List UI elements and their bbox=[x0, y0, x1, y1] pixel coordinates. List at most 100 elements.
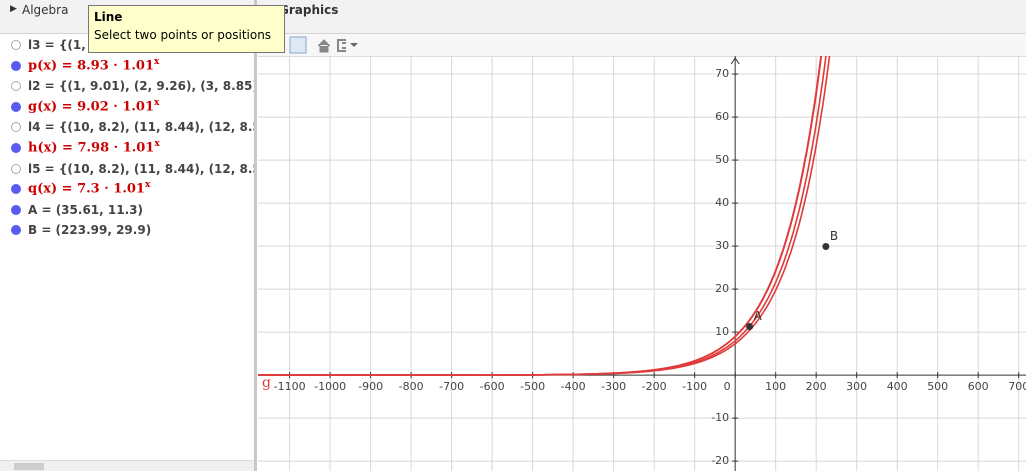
item-text: p(x) = 8.93 · 1.01x bbox=[28, 57, 159, 73]
visibility-on[interactable] bbox=[11, 60, 21, 71]
item-text: q(x) = 7.3 · 1.01x bbox=[28, 180, 150, 196]
algebra-view: ▶ Algebra l3 = {(1, p(x) = 8.93 · 1.01x l2… bbox=[0, 0, 257, 471]
algebra-item[interactable]: q(x) = 7.3 · 1.01x bbox=[0, 179, 254, 199]
item-label: A = (35.61, 11.3) bbox=[28, 202, 143, 217]
y-tick-label: -20 bbox=[711, 454, 729, 467]
x-tick-label: -700 bbox=[439, 380, 464, 393]
visibility-on[interactable] bbox=[11, 101, 21, 112]
x-tick-label: -800 bbox=[399, 380, 424, 393]
collapse-arrow[interactable]: ▶ bbox=[10, 4, 17, 14]
tooltip-title: Line bbox=[94, 10, 123, 24]
visibility-off[interactable] bbox=[11, 40, 21, 50]
algebra-item[interactable]: B = (223.99, 29.9) bbox=[0, 220, 254, 240]
visibility-off[interactable] bbox=[11, 81, 21, 92]
algebra-item[interactable]: l3 = {(1, bbox=[0, 35, 254, 55]
visibility-on[interactable] bbox=[11, 143, 21, 153]
y-tick-label: 50 bbox=[715, 153, 729, 166]
y-axis-arrow bbox=[730, 57, 740, 65]
exponent: x bbox=[154, 56, 160, 67]
curves: g bbox=[258, 56, 831, 391]
x-tick-label: 400 bbox=[887, 380, 908, 393]
home-button[interactable] bbox=[317, 39, 331, 53]
x-tick-label: 0 bbox=[724, 380, 731, 393]
algebra-item[interactable]: l2 = {(1, 9.01), (2, 9.26), (3, 8.85), bbox=[0, 76, 254, 96]
visibility-on[interactable] bbox=[11, 225, 21, 236]
item-text: l5 = {(10, 8.2), (11, 8.44), (12, 8.5 bbox=[28, 162, 254, 176]
item-label: p(x) = 8.93 · 1.01 bbox=[28, 57, 154, 73]
graphics-title[interactable]: Graphics bbox=[279, 3, 339, 17]
scrollbar[interactable] bbox=[0, 460, 254, 471]
item-label: g(x) = 9.02 · 1.01 bbox=[28, 99, 154, 115]
x-tick-label: -1000 bbox=[314, 380, 346, 393]
visibility-off[interactable] bbox=[11, 122, 21, 133]
x-tick-label: -400 bbox=[561, 380, 586, 393]
point-label: A bbox=[754, 309, 763, 323]
algebra-item[interactable]: p(x) = 8.93 · 1.01x bbox=[0, 56, 254, 76]
function-curve bbox=[258, 56, 827, 376]
item-text: h(x) = 7.98 · 1.01x bbox=[28, 139, 160, 155]
y-tick-label: 20 bbox=[715, 282, 729, 295]
exponent: x bbox=[144, 180, 151, 191]
scroll-thumb[interactable] bbox=[14, 463, 44, 470]
axes: -1100 -1000 -900 -800 -700 -600 -500 -400 -300 -2… bbox=[258, 56, 1026, 471]
function-curve bbox=[258, 56, 822, 376]
graphics-view: -1100 -1000 -900 -800 -700 -600 -500 -400 -300 -2… bbox=[258, 56, 1026, 471]
graphics-toolbar bbox=[258, 34, 1026, 57]
visibility-on[interactable] bbox=[11, 204, 21, 215]
item-text: A = (35.61, 11.3) bbox=[28, 203, 143, 217]
x-tick-label: -900 bbox=[358, 380, 383, 393]
algebra-title[interactable]: Algebra bbox=[22, 3, 69, 17]
item-text: B = (223.99, 29.9) bbox=[28, 223, 151, 237]
grid-toggle[interactable] bbox=[289, 36, 307, 54]
exponent: x bbox=[154, 139, 160, 149]
algebra-item[interactable]: g(x) = 9.02 · 1.01x bbox=[0, 97, 254, 117]
dropdown-arrow[interactable] bbox=[350, 43, 358, 47]
visibility-on[interactable] bbox=[11, 184, 21, 195]
point bbox=[822, 243, 830, 251]
x-tick-label: -300 bbox=[601, 380, 626, 393]
y-tick-label: 30 bbox=[715, 239, 729, 252]
point-label: B bbox=[830, 229, 838, 243]
x-tick-label: 700 bbox=[1008, 380, 1026, 393]
x-tick-label: 300 bbox=[846, 380, 867, 393]
y-tick-label: 40 bbox=[715, 196, 729, 209]
x-tick-label: -200 bbox=[642, 380, 667, 393]
y-tick-label: 70 bbox=[715, 67, 729, 80]
x-tick-label: -100 bbox=[682, 380, 707, 393]
item-label: q(x) = 7.3 · 1.01 bbox=[28, 181, 145, 197]
visibility-off[interactable] bbox=[11, 163, 21, 174]
algebra-item[interactable]: l5 = {(10, 8.2), (11, 8.44), (12, 8.5 bbox=[0, 159, 254, 179]
function-curve bbox=[258, 56, 823, 376]
toolbar-icons bbox=[289, 36, 358, 54]
y-tick-label: 10 bbox=[715, 325, 729, 338]
x-tick-label: 600 bbox=[968, 380, 989, 393]
x-tick-label: 500 bbox=[927, 380, 948, 393]
tooltip: Line Select two points or positions bbox=[88, 5, 285, 53]
item-label: B = (223.99, 29.9) bbox=[28, 223, 152, 238]
x-tick-label: -600 bbox=[480, 380, 505, 393]
x-tick-label: -500 bbox=[520, 380, 545, 393]
x-tick-label: 100 bbox=[765, 380, 786, 393]
item-label: l2 = {(1, 9.01), (2, 9.26), (3, 8.85), bbox=[28, 79, 254, 94]
algebra-item[interactable]: A = (35.61, 11.3) bbox=[0, 200, 254, 220]
item-text: l4 = {(10, 8.2), (11, 8.44), (12, 8.5 bbox=[28, 120, 254, 134]
item-label: l5 = {(10, 8.2), (11, 8.44), (12, 8.5 bbox=[28, 161, 254, 176]
tooltip-text: Select two points or positions bbox=[94, 28, 272, 42]
point bbox=[746, 323, 754, 331]
grid bbox=[258, 56, 1026, 471]
item-label: h(x) = 7.98 · 1.01 bbox=[28, 140, 155, 156]
x-tick-label: -1100 bbox=[274, 380, 306, 393]
x-tick-label: 200 bbox=[806, 380, 827, 393]
item-text: l2 = {(1, 9.01), (2, 9.26), (3, 8.85), bbox=[28, 79, 254, 93]
style-button[interactable] bbox=[337, 39, 346, 52]
item-text: l3 = {(1, bbox=[28, 38, 86, 52]
item-label: l3 = {(1, bbox=[28, 38, 86, 52]
algebra-item[interactable]: l4 = {(10, 8.2), (11, 8.44), (12, 8.5 bbox=[0, 117, 254, 137]
item-text: g(x) = 9.02 · 1.01x bbox=[28, 98, 159, 114]
algebra-item[interactable]: h(x) = 7.98 · 1.01x bbox=[0, 138, 254, 158]
points: AB bbox=[746, 229, 838, 331]
exponent: x bbox=[154, 97, 160, 108]
item-label: l4 = {(10, 8.2), (11, 8.44), (12, 8.5 bbox=[28, 120, 254, 135]
graphics-header: Graphics bbox=[257, 0, 1026, 34]
